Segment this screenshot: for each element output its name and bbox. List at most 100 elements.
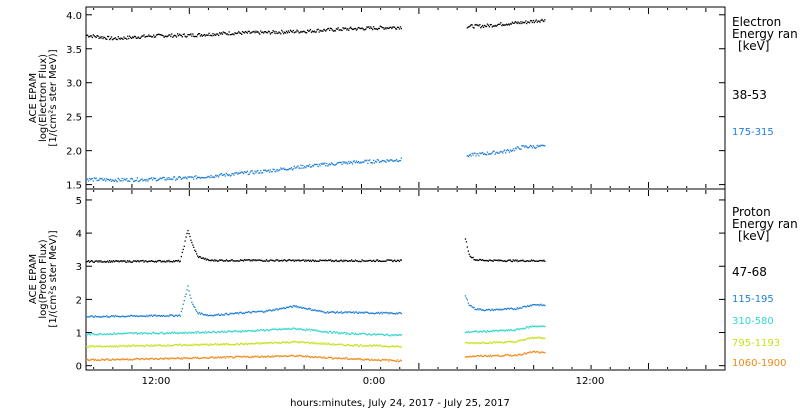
proton-series-3-point (148, 332, 150, 334)
proton-legend-entry-3: 310-580 (732, 316, 774, 327)
electron-series-1-point (160, 34, 162, 36)
electron-series-2-point (369, 159, 371, 161)
electron-series-2-point (471, 152, 473, 154)
proton-series-5-point (342, 357, 344, 360)
proton-series-3-point (299, 328, 301, 330)
proton-series-1-point (104, 260, 106, 263)
electron-series-1-point (216, 33, 218, 35)
proton-series-5-point (311, 356, 314, 358)
proton-series-5-point (316, 356, 318, 359)
proton-series-2-point (111, 315, 114, 317)
proton-series-4-point (496, 341, 498, 343)
electron-series-1-point (359, 27, 361, 30)
proton-series-4-point (354, 344, 357, 346)
electron-series-2-point (326, 162, 328, 165)
proton-series-2-point (193, 305, 195, 307)
proton-series-2-point (196, 310, 198, 312)
electron-series-2-point (100, 178, 102, 180)
proton-series-3-point (246, 330, 248, 332)
proton-series-5-point (497, 354, 499, 356)
electron-series-1-point (106, 38, 108, 40)
electron-series-2-point (392, 160, 394, 162)
electron-series-2-point (263, 169, 265, 171)
proton-series-3-point (531, 325, 534, 327)
proton-series-1-point (120, 260, 122, 262)
x-tick-label-3: 12:00 (576, 376, 605, 387)
proton-series-3-point (369, 333, 371, 335)
proton-series-4-point (118, 345, 120, 347)
electron-series-2-point (501, 151, 503, 153)
electron-series-1-point (194, 36, 196, 38)
electron-series-1-point (382, 27, 384, 29)
proton-series-4-point (497, 342, 499, 344)
electron-series-1-point (163, 36, 165, 38)
proton-series-4-point (181, 345, 183, 347)
electron-series-2-point (502, 152, 504, 154)
electron-series-1-point (306, 32, 308, 34)
proton-series-3-point (506, 329, 509, 332)
proton-series-5-point (108, 359, 110, 361)
electron-series-2-point (345, 162, 347, 164)
electron-series-2-point (302, 164, 304, 167)
proton-series-3-point (199, 332, 202, 334)
proton-series-1-point (471, 257, 473, 259)
electron-series-2-point (297, 165, 299, 167)
electron-series-1-point (235, 32, 237, 34)
electron-series-1-point (532, 19, 534, 22)
electron-series-2-point (161, 177, 163, 179)
proton-series-3-point (280, 329, 282, 331)
proton-series-1-point (197, 255, 199, 257)
proton-series-1-point (327, 260, 329, 262)
proton-series-1-point (101, 261, 103, 263)
proton-series-3-point (395, 334, 398, 337)
electron-series-2-point (325, 165, 327, 167)
proton-series-5-point (317, 356, 319, 358)
proton-series-1-point (241, 259, 244, 262)
electron-series-1-point (522, 21, 524, 23)
electron-ylabel: ACE EPAM log(Electron Flux) [1/(cm²s ste… (28, 49, 59, 146)
electron-series-1-point (348, 29, 350, 31)
proton-series-3-point (115, 333, 117, 335)
proton-series-4-point (208, 344, 210, 346)
proton-series-3-point (142, 332, 144, 334)
proton-series-4-point (467, 342, 469, 344)
electron-series-2-point (242, 172, 245, 175)
electron-series-2-point (498, 152, 500, 154)
electron-series-2-point (234, 172, 236, 174)
electron-series-2-point (399, 159, 402, 162)
proton-series-2-point (269, 309, 271, 311)
proton-series-4-point (314, 342, 316, 344)
proton-series-4-point (237, 343, 239, 345)
proton-series-2-point (512, 308, 514, 311)
proton-series-3-point (489, 330, 491, 332)
proton-series-4-point (207, 344, 209, 346)
proton-series-3-point (168, 332, 170, 334)
proton-series-1-point (388, 259, 390, 261)
proton-series-2-point (527, 305, 529, 307)
electron-series-1-point (478, 25, 480, 27)
electron-series-2-point (292, 168, 294, 170)
proton-series-1-point (91, 260, 93, 262)
proton-series-1-point (145, 260, 147, 262)
proton-series-5-point (347, 358, 349, 360)
electron-series-2-point (241, 171, 243, 173)
proton-series-1-point (275, 259, 277, 261)
electron-series-1-point (219, 32, 221, 34)
proton-series-4-point (216, 344, 218, 346)
electron-series-2-point (541, 144, 543, 147)
proton-series-2-point (360, 311, 362, 313)
proton-series-2-point (145, 315, 147, 318)
proton-series-1-point (232, 260, 234, 262)
electron-series-1-point (390, 26, 392, 28)
electron-series-1-point (335, 28, 337, 30)
proton-series-5-point (322, 357, 324, 359)
proton-series-3-point (390, 335, 392, 337)
proton-series-3-point (314, 329, 316, 331)
proton-series-1-point (211, 259, 213, 261)
proton-series-5-point (483, 355, 485, 357)
proton-series-3-point (271, 328, 273, 330)
proton-series-3-point (331, 332, 334, 334)
proton-series-5-point (287, 355, 290, 357)
electron-series-1-point (363, 29, 365, 31)
proton-series-2-point (220, 313, 223, 315)
